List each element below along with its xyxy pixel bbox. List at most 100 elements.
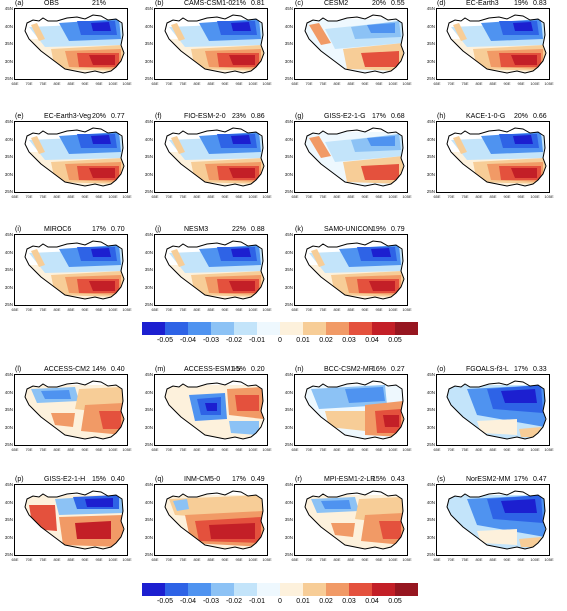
panel-title: (i) MIROC6 17% 0.70	[14, 225, 130, 234]
correlation-value: 0.49	[251, 476, 265, 483]
latitude-label: 40N	[426, 23, 435, 29]
colorbar-swatch	[257, 322, 280, 335]
plateau-map	[446, 127, 547, 187]
longitude-label: 70E	[305, 447, 313, 452]
colorbar-tick-label: -0.03	[203, 337, 219, 344]
contour-fill	[85, 498, 113, 507]
latitude-label: 40N	[144, 499, 153, 505]
colorbar-tick-label: 0.03	[342, 337, 356, 344]
plateau-map	[24, 240, 125, 300]
latitude-label: 40N	[4, 249, 13, 255]
plateau-map	[164, 490, 265, 550]
latitude-label: 45N	[284, 119, 293, 124]
model-name: NorESM2-MM	[466, 476, 511, 483]
model-name: ACCESS-CM2	[44, 366, 90, 373]
anomaly-field	[25, 19, 124, 73]
latitude-label: 40N	[144, 249, 153, 255]
plateau-boundary	[304, 490, 405, 550]
panel-label: (q)	[155, 476, 164, 483]
longitude-label: 90E	[221, 194, 229, 199]
latitude-label: 35N	[284, 41, 293, 46]
correlation-value: 0.81	[251, 0, 265, 7]
panel-label: (p)	[15, 476, 24, 483]
plateau-map	[24, 380, 125, 440]
colorbar-top	[142, 322, 418, 335]
colorbar-swatch	[211, 583, 234, 596]
contour-fill	[231, 22, 251, 31]
latitude-label: 25N	[284, 189, 293, 194]
correlation-value: 0.70	[111, 226, 125, 233]
latitude-label: 45N	[426, 119, 435, 124]
longitude-label: 70E	[25, 307, 33, 312]
longitude-label: 85E	[207, 307, 215, 312]
longitude-label: 100E	[388, 81, 398, 86]
percentage-value: 15%	[372, 476, 387, 483]
contour-fill	[231, 135, 251, 144]
latitude-label: 25N	[144, 442, 153, 447]
correlation-value: 0.55	[391, 0, 405, 7]
correlation-value: 0.47	[533, 476, 547, 483]
model-name: EC-Earth3-Veg	[44, 113, 92, 120]
percentage-value: 17%	[514, 366, 529, 373]
map-panel: (r) MPI-ESM1-2-LR 15% 0.43 45N 40N 35N 30N 25N 65…	[280, 476, 412, 566]
longitude-label: 80E	[193, 557, 201, 562]
colorbar-tick-label: -0.05	[157, 598, 173, 605]
panel-label: (g)	[295, 113, 304, 120]
longitude-label: 75E	[179, 307, 187, 312]
contour-fill	[367, 23, 395, 33]
contour-fill	[31, 136, 45, 154]
longitude-label: 95E	[235, 447, 243, 452]
latitude-label: 25N	[426, 552, 435, 557]
colorbar-tick-label: -0.05	[157, 337, 173, 344]
longitude-label: 95E	[375, 81, 383, 86]
longitude-label: 80E	[333, 194, 341, 199]
panel-label: (e)	[15, 113, 24, 120]
longitude-label: 90E	[361, 81, 369, 86]
latitude-label: 30N	[284, 171, 293, 177]
contour-fill	[383, 415, 399, 427]
longitude-label: 105E	[262, 307, 272, 312]
latitude-label: 30N	[144, 424, 153, 430]
longitude-label: 65E	[11, 307, 19, 312]
percentage-value: 21%	[232, 0, 247, 7]
plateau-boundary	[24, 14, 125, 74]
longitude-label: 85E	[67, 447, 75, 452]
colorbar-tick-label: 0	[278, 337, 282, 344]
contour-fill	[41, 390, 71, 399]
contour-fill	[321, 500, 351, 509]
latitude-label: 25N	[284, 76, 293, 81]
latitude-label: 40N	[4, 136, 13, 142]
latitude-label: 35N	[426, 517, 435, 522]
longitude-label: 100E	[388, 194, 398, 199]
latitude-label: 45N	[4, 6, 13, 11]
longitude-label: 65E	[151, 194, 159, 199]
longitude-label: 105E	[544, 81, 554, 86]
panel-title: (g) GISS-E2-1-G 17% 0.68	[294, 112, 410, 121]
latitude-label: 40N	[426, 499, 435, 505]
contour-fill	[75, 521, 111, 539]
longitude-label: 95E	[95, 557, 103, 562]
plateau-map	[164, 127, 265, 187]
panel-label: (r)	[295, 476, 302, 483]
map-frame	[14, 374, 128, 446]
longitude-label: 105E	[122, 81, 132, 86]
plateau-map	[24, 490, 125, 550]
longitude-label: 90E	[503, 557, 511, 562]
latitude-label: 35N	[284, 154, 293, 159]
plateau-map	[24, 14, 125, 74]
longitude-label: 85E	[67, 194, 75, 199]
colorbar-swatch	[349, 583, 372, 596]
colorbar-tick-label: 0	[278, 598, 282, 605]
contour-fill	[453, 136, 467, 154]
panel-title: (c) CESM2 20% 0.55	[294, 0, 410, 8]
longitude-label: 95E	[375, 194, 383, 199]
panel-title: (m) ACCESS-ESM1-5 15% 0.20	[154, 365, 270, 374]
model-name: NESM3	[184, 226, 209, 233]
longitude-label: 85E	[207, 81, 215, 86]
longitude-label: 70E	[305, 81, 313, 86]
percentage-value: 21%	[92, 0, 107, 7]
longitude-label: 105E	[402, 194, 412, 199]
latitude-label: 35N	[144, 517, 153, 522]
plateau-boundary	[304, 380, 405, 440]
longitude-label: 75E	[319, 307, 327, 312]
